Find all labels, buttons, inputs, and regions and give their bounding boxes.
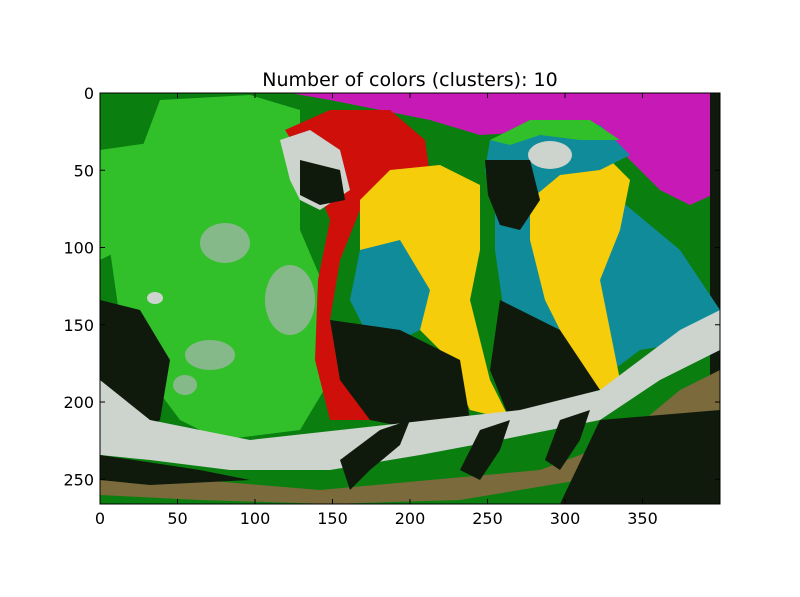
y-tick-label: 200 xyxy=(63,393,94,412)
talons-right xyxy=(545,410,590,470)
y-tick-label: 250 xyxy=(63,470,94,489)
bottom-right-dark xyxy=(560,410,720,504)
pale-patch-1 xyxy=(200,223,250,263)
x-tick-label: 350 xyxy=(627,509,658,528)
y-axis: 0 50 100 150 200 250 xyxy=(63,84,720,489)
x-tick-label: 100 xyxy=(240,509,271,528)
pale-patch-2 xyxy=(185,340,235,370)
x-tick-label: 200 xyxy=(395,509,426,528)
x-tick-label: 150 xyxy=(317,509,348,528)
x-axis: 0 50 100 150 200 250 300 350 xyxy=(95,93,658,528)
macaw-face-patch xyxy=(528,141,572,169)
red-parrot-beak xyxy=(300,160,345,205)
chart-title: Number of colors (clusters): 10 xyxy=(262,69,557,91)
crest-parrot-dark xyxy=(330,320,470,430)
bottom-left-dark xyxy=(100,455,250,485)
quantized-parrot-image xyxy=(100,93,720,504)
y-tick-label: 0 xyxy=(84,84,94,103)
macaw-yellow-chest xyxy=(530,150,630,390)
green-region-upper xyxy=(100,140,200,260)
branch-light xyxy=(100,310,720,470)
y-tick-label: 50 xyxy=(74,161,94,180)
magenta-region xyxy=(290,93,712,205)
pale-patch-5 xyxy=(147,292,163,304)
x-tick-label: 300 xyxy=(550,509,581,528)
macaw-green-crown xyxy=(490,120,620,145)
macaw-beak xyxy=(485,160,540,230)
y-tick-label: 100 xyxy=(63,239,94,258)
y-tick-label: 150 xyxy=(63,316,94,335)
x-tick-label: 0 xyxy=(95,509,105,528)
x-tick-label: 50 xyxy=(167,509,187,528)
pale-patch-4 xyxy=(265,265,315,335)
crest-parrot-yellow xyxy=(360,165,510,420)
crest-parrot-head xyxy=(350,240,430,345)
x-tick-label: 250 xyxy=(472,509,503,528)
talons-middle xyxy=(460,420,510,480)
pale-patch-3 xyxy=(173,375,197,395)
talons-left xyxy=(340,420,410,490)
branch-brown xyxy=(100,370,720,504)
right-dark-edge xyxy=(710,93,720,504)
